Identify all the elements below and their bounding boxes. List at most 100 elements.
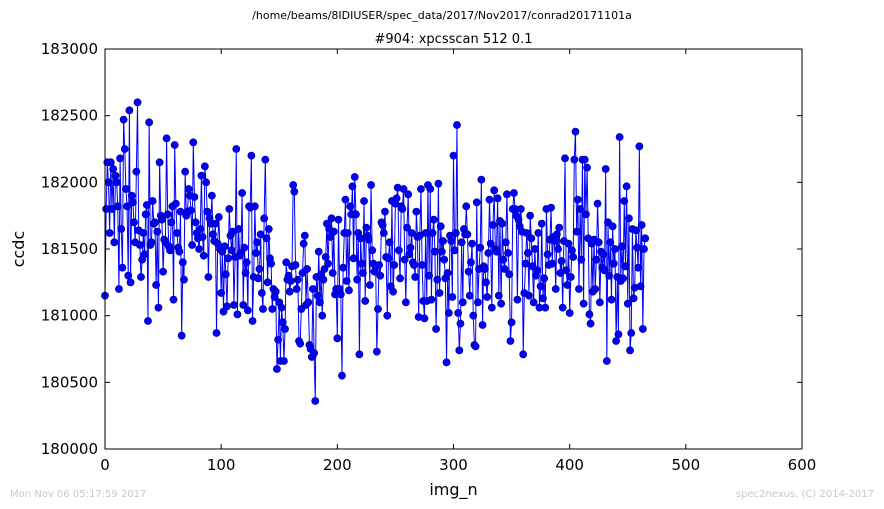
data-point xyxy=(169,295,178,304)
data-point xyxy=(631,226,640,235)
data-point xyxy=(576,205,585,213)
data-point xyxy=(463,230,472,239)
data-point xyxy=(137,273,145,281)
data-point xyxy=(291,261,300,269)
data-point xyxy=(110,238,119,247)
data-point xyxy=(152,281,161,289)
data-point xyxy=(132,167,141,176)
data-point xyxy=(368,246,377,255)
data-point xyxy=(569,253,578,261)
data-point xyxy=(352,210,360,219)
data-point xyxy=(181,167,190,176)
data-point xyxy=(629,294,638,303)
data-point xyxy=(230,301,238,309)
data-point xyxy=(151,218,159,227)
data-point xyxy=(116,154,124,163)
data-point xyxy=(112,178,121,187)
data-point xyxy=(353,275,361,284)
data-point xyxy=(238,189,246,197)
data-point xyxy=(428,229,437,237)
data-point xyxy=(145,118,154,127)
data-point xyxy=(292,285,301,293)
data-point xyxy=(473,298,482,307)
data-point xyxy=(262,234,271,243)
x-axis-label: img_n xyxy=(429,480,477,500)
data-point xyxy=(314,247,323,256)
data-point xyxy=(506,337,515,345)
data-point xyxy=(608,222,617,231)
data-point xyxy=(360,197,368,205)
data-point xyxy=(418,261,427,269)
data-point xyxy=(595,298,604,307)
data-point xyxy=(425,271,434,280)
data-point xyxy=(591,285,600,293)
data-point xyxy=(550,237,559,245)
data-point xyxy=(551,285,560,293)
ticks: 0 100 200 300 400 500 600 180000 180500 181000 181… xyxy=(41,40,817,474)
data-point xyxy=(504,249,512,257)
data-point xyxy=(350,173,359,181)
data-point xyxy=(233,310,242,319)
data-point xyxy=(555,223,564,232)
data-point xyxy=(586,319,595,328)
data-point xyxy=(378,221,387,229)
data-point xyxy=(234,225,243,233)
x-tick-label: 200 xyxy=(323,456,352,474)
data-point xyxy=(267,259,276,268)
data-point xyxy=(348,182,357,191)
data-point xyxy=(497,299,506,308)
data-point xyxy=(163,210,172,219)
data-point xyxy=(533,266,542,275)
data-point xyxy=(406,243,415,252)
data-point xyxy=(449,151,458,160)
data-point xyxy=(635,142,644,151)
data-point xyxy=(564,239,573,248)
data-point xyxy=(471,342,480,351)
data-point xyxy=(458,298,467,307)
data-point xyxy=(592,255,601,264)
data-point xyxy=(254,274,263,283)
data-point xyxy=(310,349,318,357)
data-point xyxy=(433,275,442,284)
data-point xyxy=(534,229,543,237)
data-point xyxy=(250,202,259,211)
data-point xyxy=(324,259,332,268)
data-point xyxy=(585,310,594,319)
data-point xyxy=(187,206,195,215)
data-point xyxy=(478,321,487,329)
data-point xyxy=(271,287,280,296)
data-point xyxy=(411,273,420,281)
data-point xyxy=(451,229,460,237)
data-point xyxy=(220,242,229,251)
data-point xyxy=(120,145,129,153)
data-point xyxy=(304,298,313,307)
data-point xyxy=(494,291,503,300)
data-point xyxy=(444,309,453,317)
data-point xyxy=(124,271,133,280)
data-point xyxy=(434,179,443,188)
data-point xyxy=(622,182,631,191)
data-point xyxy=(296,339,305,348)
data-point xyxy=(242,258,251,267)
data-point xyxy=(594,238,603,247)
data-point xyxy=(341,195,350,204)
data-point xyxy=(599,250,608,259)
data-point xyxy=(447,237,456,245)
data-point xyxy=(190,193,199,201)
data-point xyxy=(516,205,525,213)
data-point xyxy=(404,190,413,199)
data-point xyxy=(339,263,348,272)
data-point xyxy=(614,330,623,339)
x-tick-label: 500 xyxy=(672,456,701,474)
data-point xyxy=(634,263,643,272)
data-point xyxy=(257,289,266,297)
data-point xyxy=(410,261,418,269)
data-point xyxy=(426,185,435,193)
data-point xyxy=(540,274,549,283)
plot-title: #904: xpcsscan 512 0.1 xyxy=(375,32,533,47)
data-point xyxy=(264,225,273,233)
data-point xyxy=(501,238,510,247)
data-point xyxy=(309,285,317,293)
data-point xyxy=(195,245,203,253)
